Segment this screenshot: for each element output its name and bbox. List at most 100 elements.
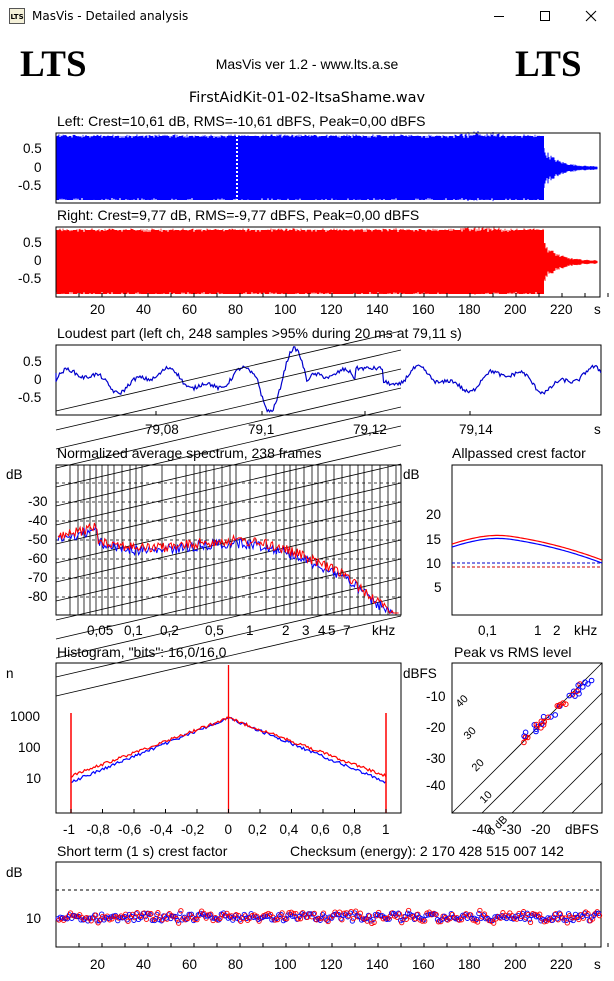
shortterm-red-point <box>157 914 163 920</box>
shortterm-blue-point <box>207 912 213 918</box>
shortterm-blue-point <box>324 917 330 923</box>
shortterm-red-point <box>442 914 449 921</box>
shortterm-blue-point <box>195 912 201 918</box>
shortterm-blue-point <box>377 912 383 919</box>
shortterm-red-point <box>479 914 485 920</box>
shortterm-blue-point <box>172 913 178 920</box>
peakrms-point <box>538 725 544 731</box>
shortterm-blue-point <box>89 915 96 921</box>
shortterm-red-point <box>433 911 439 918</box>
shortterm-blue-point <box>149 917 155 924</box>
right-channel-label: Right: Crest=9,77 dB, RMS=-9,77 dBFS, Pe… <box>57 207 420 223</box>
shortterm-blue-point <box>202 913 208 919</box>
shortterm-blue-point <box>299 911 305 917</box>
shortterm-blue-point <box>388 910 395 916</box>
loudest-unit: s <box>594 422 601 437</box>
time-tick-2: 60 <box>182 302 198 317</box>
shortterm-red-point <box>288 909 294 915</box>
shortterm-blue-point <box>519 910 526 917</box>
shortterm-blue-point <box>575 914 581 921</box>
peakrms-point <box>548 714 554 720</box>
shortterm-red-point <box>67 910 74 916</box>
allpass-ytick-3: 5 <box>434 580 442 595</box>
shortterm-blue-point <box>73 913 80 920</box>
shortterm-red-point <box>389 910 396 916</box>
shortterm-red-point <box>173 915 179 922</box>
shortterm-red-point <box>231 915 237 921</box>
maximize-icon <box>540 11 550 21</box>
spectrum-xtick-2: 0,2 <box>160 623 179 638</box>
shortterm-blue-point <box>269 917 275 923</box>
shortterm-red-point <box>295 916 301 922</box>
peak-rms-label: Peak vs RMS level <box>454 644 572 660</box>
shortterm-tick-8: 180 <box>458 957 481 972</box>
shortterm-red-point <box>525 911 531 918</box>
shortterm-blue-point <box>223 913 229 919</box>
shortterm-red-point <box>562 915 568 921</box>
shortterm-red-point <box>152 916 159 922</box>
title-bar[interactable]: LTS MasVis - Detailed analysis <box>0 0 614 32</box>
minimize-button[interactable] <box>476 0 522 32</box>
shortterm-red-point <box>445 917 451 923</box>
shortterm-red-point <box>553 911 559 917</box>
shortterm-red-point <box>511 915 518 922</box>
shortterm-blue-point <box>151 917 158 924</box>
shortterm-red-point <box>129 911 136 918</box>
shortterm-red-point <box>313 917 320 923</box>
shortterm-red-point <box>65 914 71 920</box>
peakrms-xtick-0: -40 <box>472 822 492 837</box>
close-button[interactable] <box>568 0 614 32</box>
shortterm-blue-point <box>496 914 503 921</box>
right-ytick-0: 0.5 <box>23 235 42 250</box>
shortterm-red-point <box>330 913 336 919</box>
shortterm-red-point <box>348 908 354 915</box>
histogram-xtick-0: -1 <box>63 822 76 837</box>
peakrms-diag-label-1: 30 <box>462 725 479 742</box>
shortterm-tick-7: 160 <box>412 957 435 972</box>
shortterm-red-point <box>297 916 304 922</box>
shortterm-red-point <box>86 915 92 921</box>
shortterm-blue-point <box>372 911 379 918</box>
shortterm-blue-point <box>522 916 528 922</box>
shortterm-blue-point <box>444 916 450 922</box>
shortterm-blue-point <box>105 915 112 921</box>
shortterm-blue-point <box>538 918 544 924</box>
shortterm-blue-point <box>177 910 183 917</box>
shortterm-blue-point <box>508 915 514 921</box>
shortterm-blue-point <box>425 912 431 918</box>
shortterm-blue-point <box>552 911 558 918</box>
shortterm-red-point <box>141 910 147 916</box>
shortterm-red-point <box>196 912 202 918</box>
left-channel-label: Left: Crest=10,61 dB, RMS=-10,61 dBFS, P… <box>57 113 426 129</box>
peakrms-point <box>531 722 538 728</box>
window-title: MasVis - Detailed analysis <box>32 9 189 23</box>
shortterm-blue-point <box>471 915 477 921</box>
time-tick-6: 140 <box>366 302 389 317</box>
shortterm-blue-point <box>310 911 316 917</box>
peakrms-point <box>533 721 540 728</box>
shortterm-red-point <box>573 914 580 920</box>
shortterm-blue-point <box>138 914 144 921</box>
shortterm-blue-point <box>411 916 418 923</box>
shortterm-blue-point <box>230 917 236 923</box>
peakrms-diag-label-3: 10 <box>478 789 495 806</box>
shortterm-blue-point <box>556 910 563 916</box>
shortterm-red-point <box>392 913 398 919</box>
shortterm-blue-point <box>455 916 461 923</box>
maximize-button[interactable] <box>522 0 568 32</box>
spectrum-slope <box>55 501 402 583</box>
peakrms-point <box>588 677 595 684</box>
shortterm-red-point <box>396 911 403 917</box>
shortterm-blue-point <box>326 914 333 920</box>
shortterm-tick-2: 60 <box>182 957 198 972</box>
shortterm-blue-point <box>69 915 75 921</box>
shortterm-blue-point <box>96 918 103 924</box>
loudest-ytick-1: 0 <box>34 372 42 387</box>
shortterm-red-point <box>350 915 357 922</box>
histogram-ytick-1: 100 <box>18 740 41 755</box>
shortterm-red-point <box>274 916 281 923</box>
shortterm-blue-point <box>126 911 132 918</box>
shortterm-red-point <box>205 912 212 918</box>
shortterm-red-point <box>238 918 244 924</box>
peakrms-diag-label-0: 40 <box>454 693 471 710</box>
